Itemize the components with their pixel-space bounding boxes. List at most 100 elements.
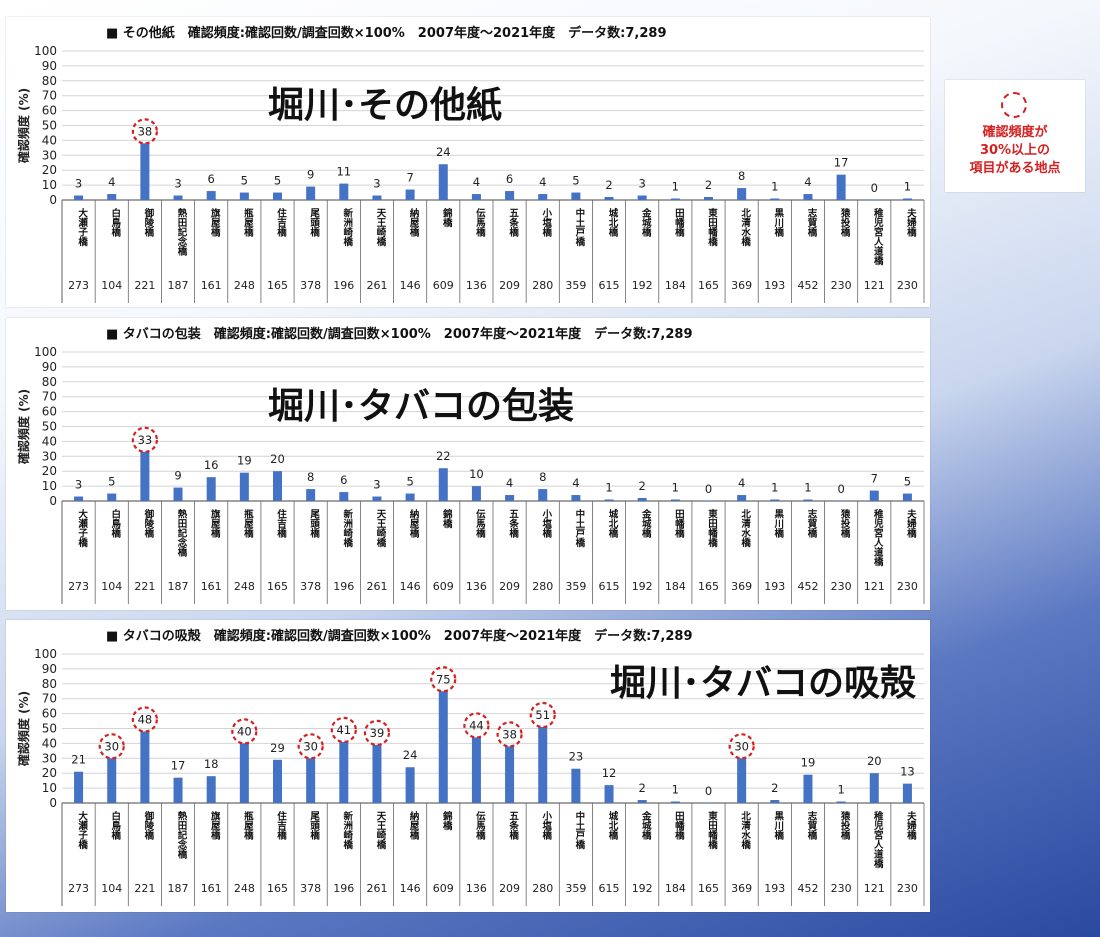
category-label: 錦橋 [441, 810, 454, 831]
y-tick-label: 70 [42, 692, 57, 706]
data-label: 4 [804, 175, 811, 189]
data-label: 30 [734, 739, 749, 753]
count-label: 280 [532, 279, 553, 292]
category-label: 東田幡橋 [706, 508, 719, 548]
bar [803, 194, 813, 200]
category-label: 旗屋橋 [209, 508, 221, 538]
bar [704, 500, 713, 501]
data-label: 0 [837, 482, 844, 496]
count-label: 165 [267, 882, 288, 895]
data-label: 0 [871, 181, 878, 195]
count-label: 146 [400, 580, 421, 593]
category-label: 伝馬橋 [474, 810, 487, 840]
bar [107, 758, 117, 803]
count-label: 280 [532, 580, 553, 593]
category-label: 尾頭橋 [308, 208, 321, 237]
data-label: 16 [204, 458, 219, 472]
category-label: 志賀橋 [805, 508, 818, 538]
category-label: 金城橋 [640, 207, 653, 237]
category-label: 五条橋 [507, 208, 520, 237]
category-label: 瓶屋橋 [242, 207, 254, 237]
bar [538, 727, 548, 803]
category-label: 伝馬橋 [474, 207, 487, 237]
category-label: 住吉橋 [275, 508, 287, 538]
count-label: 165 [698, 279, 719, 292]
highlight-circle [529, 701, 556, 729]
count-label: 193 [764, 882, 785, 895]
highlight-circle [131, 426, 158, 453]
count-label: 609 [433, 882, 454, 895]
count-label: 273 [68, 580, 89, 593]
chart-tobacco-package: ■ タバコの包装 確認頻度:確認回数/調査回数×100% 2007年度～2021… [16, 326, 925, 604]
count-label: 104 [101, 279, 122, 292]
count-label: 261 [366, 580, 387, 593]
bar [471, 737, 481, 803]
highlight-circle [231, 718, 258, 745]
bar [704, 197, 713, 200]
bar [438, 164, 448, 200]
count-label: 192 [632, 580, 653, 593]
data-label: 2 [705, 178, 712, 192]
data-label: 5 [904, 475, 911, 489]
count-label: 209 [499, 882, 520, 895]
bar [737, 758, 747, 803]
bar [140, 731, 150, 803]
y-tick-label: 100 [34, 44, 57, 58]
data-label: 9 [174, 469, 181, 483]
category-label: 金城橋 [640, 810, 653, 840]
legend-text: 確認頻度が 30%以上の 項目がある地点 [969, 125, 1061, 176]
category-label: 城北橋 [607, 810, 619, 840]
category-label: 旗屋橋 [209, 207, 221, 237]
count-label: 609 [433, 580, 454, 593]
count-label: 136 [466, 580, 487, 593]
count-label: 221 [134, 279, 155, 292]
count-label: 161 [201, 580, 222, 593]
bar [902, 783, 912, 803]
bar [239, 192, 249, 200]
bar [140, 451, 150, 501]
category-label: 尾頭橋 [308, 811, 321, 840]
data-label: 4 [572, 476, 579, 490]
count-label: 369 [731, 580, 752, 593]
count-label: 261 [366, 279, 387, 292]
bar [173, 777, 183, 803]
category-label: 納屋橋 [408, 508, 420, 538]
bar [273, 471, 282, 501]
count-label: 146 [400, 882, 421, 895]
data-label: 19 [237, 454, 252, 468]
bar [670, 499, 680, 501]
bar [405, 767, 415, 803]
highlight-circle [463, 712, 490, 739]
category-label: 納屋橋 [408, 810, 420, 840]
category-label: 伝馬橋 [474, 508, 487, 538]
bar [372, 744, 382, 803]
y-tick-label: 10 [42, 781, 57, 795]
count-label: 230 [897, 580, 918, 593]
data-label: 6 [340, 473, 347, 487]
count-label: 165 [267, 279, 288, 292]
highlight-circle [131, 118, 158, 145]
bar [670, 198, 680, 200]
y-tick-label: 20 [42, 464, 57, 478]
data-label: 7 [871, 472, 878, 486]
category-label: 中土戸橋 [573, 810, 585, 850]
bar [836, 801, 846, 803]
bar [505, 495, 515, 501]
data-label: 3 [75, 177, 82, 191]
data-label: 1 [672, 481, 679, 495]
category-label: 尾頭橋 [308, 509, 321, 538]
data-label: 11 [336, 165, 351, 179]
data-label: 24 [403, 748, 418, 762]
count-label: 280 [532, 882, 553, 895]
category-label: 熱田記念橋 [176, 810, 189, 859]
data-label: 8 [539, 470, 546, 484]
bar [405, 189, 415, 200]
category-label: 大瀬子橋 [76, 508, 88, 548]
count-label: 230 [831, 882, 852, 895]
data-label: 29 [270, 741, 285, 755]
count-label: 184 [665, 580, 686, 593]
y-tick-label: 30 [42, 449, 57, 463]
bar [637, 800, 647, 803]
bar [471, 486, 481, 501]
data-label: 0 [705, 784, 712, 798]
